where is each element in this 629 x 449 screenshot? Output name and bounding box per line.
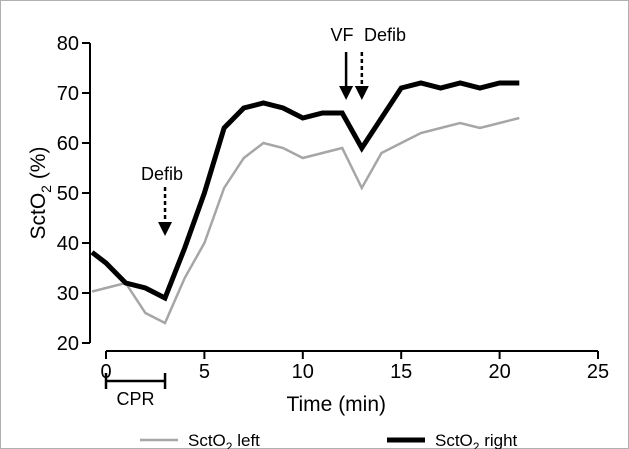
y-tick-label: 50 [57,183,79,205]
y-tick-label: 30 [57,283,79,305]
annotations: Defib VF Defib CPR [104,25,406,409]
legend-label: SctO2 left [188,431,260,449]
cpr-bracket [104,373,167,389]
x-axis-label: Time (min) [286,393,386,416]
legend-item-left: SctO2 left [140,431,260,449]
legend-label: SctO2 right [435,431,518,449]
x-tick-label: 25 [587,361,609,383]
series-line-left [91,116,520,325]
annotation-defib-1: Defib [141,164,183,184]
x-tick-label: 10 [292,361,314,383]
cpr-label: CPR [117,389,155,409]
legend: SctO2 left SctO2 right [140,431,518,449]
x-tick-label: 0 [100,361,111,383]
arrow-defib-2 [354,52,369,100]
y-tick-label: 70 [57,83,79,105]
y-tick-label: 60 [57,133,79,155]
axes: 20 30 40 50 60 70 80 0 5 10 15 20 25 Time (min) SctO2 … [27,33,609,416]
series-layer [90,80,520,325]
legend-item-right: SctO2 right [387,431,518,449]
series-line-right [90,80,520,302]
arrow-vf [339,52,354,100]
x-tick-label: 5 [199,361,210,383]
y-axis-label: SctO2 (%) [27,147,54,240]
x-tick-label: 20 [488,361,510,383]
y-tick-label: 40 [57,233,79,255]
y-tick-label: 20 [57,333,79,355]
arrow-defib-1 [158,187,173,236]
y-tick-label: 80 [57,33,79,55]
annotation-vf: VF [330,25,353,45]
annotation-defib-2: Defib [364,25,406,45]
x-tick-label: 15 [390,361,412,383]
